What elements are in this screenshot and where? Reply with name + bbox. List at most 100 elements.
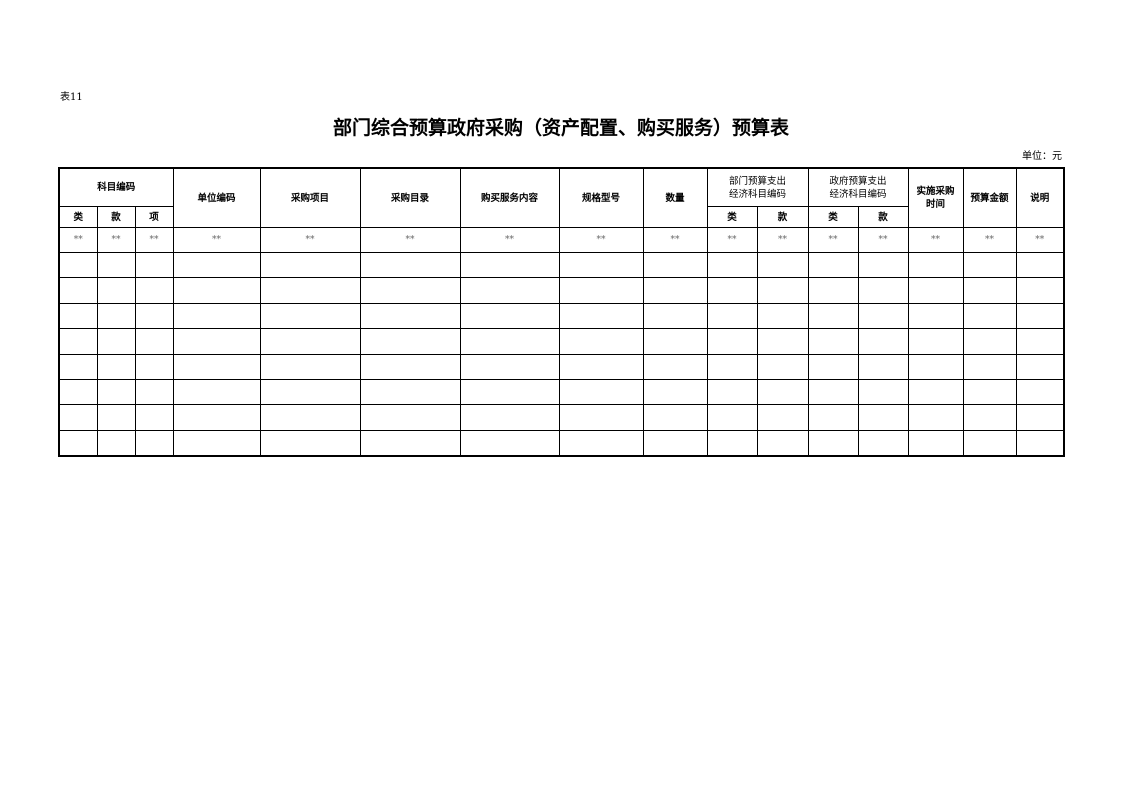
table-cell — [807, 404, 859, 431]
table-cell — [259, 251, 361, 279]
table-cell — [756, 251, 809, 279]
header-dept-econ-code: 部门预算支出 经济科目编码 — [706, 167, 809, 207]
table-cell — [558, 378, 644, 406]
table-cell — [1015, 404, 1065, 431]
table-cell — [459, 404, 560, 431]
table-cell: ** — [706, 227, 758, 253]
table-cell — [359, 302, 461, 330]
table-cell — [1015, 378, 1065, 406]
table-cell — [857, 404, 909, 431]
table-cell — [359, 353, 461, 380]
table-cell — [96, 378, 136, 406]
table-cell — [962, 404, 1017, 431]
table-cell — [706, 378, 758, 406]
table-cell — [459, 302, 560, 330]
table-row — [58, 277, 1065, 304]
table-cell — [134, 277, 174, 304]
table-cell — [807, 429, 859, 457]
table-cell — [172, 404, 261, 431]
table-cell — [259, 277, 361, 304]
table-cell — [962, 378, 1017, 406]
table-cell — [706, 404, 758, 431]
table-cell — [857, 353, 909, 380]
table-cell — [907, 353, 964, 380]
budget-table: 科目编码 单位编码 采购项目 采购目录 购买服务内容 规格型号 数量 部门预算支… — [58, 167, 1066, 458]
table-cell — [706, 429, 758, 457]
table-cell — [58, 378, 98, 406]
table-cell — [1015, 251, 1065, 279]
header-dept-kuan: 款 — [756, 206, 809, 228]
table-cell — [134, 328, 174, 355]
table-cell — [172, 277, 261, 304]
table-cell: ** — [756, 227, 809, 253]
table-cell — [756, 328, 809, 355]
table-cell — [642, 277, 708, 304]
header-purchase-catalog: 采购目录 — [359, 167, 461, 228]
table-cell — [58, 353, 98, 380]
table-cell — [459, 429, 560, 457]
header-gov-kuan: 款 — [857, 206, 909, 228]
table-row — [58, 404, 1065, 431]
table-cell — [907, 429, 964, 457]
table-cell — [706, 302, 758, 330]
table-cell — [1015, 328, 1065, 355]
header-gov-econ-code: 政府预算支出 经济科目编码 — [807, 167, 909, 207]
table-cell — [907, 404, 964, 431]
table-cell — [642, 328, 708, 355]
table-cell — [172, 429, 261, 457]
table-cell — [807, 251, 859, 279]
table-cell — [134, 251, 174, 279]
table-cell — [907, 378, 964, 406]
table-cell — [857, 251, 909, 279]
table-cell — [134, 404, 174, 431]
table-cell — [558, 353, 644, 380]
table-cell — [359, 378, 461, 406]
table-cell — [459, 328, 560, 355]
table-cell — [642, 251, 708, 279]
header-lei: 类 — [58, 206, 98, 228]
table-cell: ** — [1015, 227, 1065, 253]
table-cell — [756, 277, 809, 304]
table-cell — [1015, 429, 1065, 457]
table-cell — [857, 302, 909, 330]
table-cell — [459, 251, 560, 279]
table-cell — [962, 277, 1017, 304]
table-cell: ** — [259, 227, 361, 253]
table-cell: ** — [857, 227, 909, 253]
table-cell — [58, 429, 98, 457]
table-cell: ** — [558, 227, 644, 253]
table-cell — [706, 353, 758, 380]
table-cell — [756, 378, 809, 406]
table-cell — [558, 251, 644, 279]
table-cell: ** — [907, 227, 964, 253]
table-cell — [642, 353, 708, 380]
table-row — [58, 378, 1065, 406]
table-cell — [807, 277, 859, 304]
table-cell — [642, 429, 708, 457]
table-cell — [96, 404, 136, 431]
table-cell — [172, 302, 261, 330]
table-cell — [134, 378, 174, 406]
table-cell — [807, 378, 859, 406]
table-cell — [756, 429, 809, 457]
header-xiang: 项 — [134, 206, 174, 228]
table-cell — [359, 328, 461, 355]
table-cell — [259, 328, 361, 355]
table-cell — [807, 328, 859, 355]
table-cell — [756, 353, 809, 380]
table-cell — [96, 328, 136, 355]
table-cell — [1015, 353, 1065, 380]
table-cell — [172, 328, 261, 355]
table-cell — [459, 378, 560, 406]
table-cell — [172, 378, 261, 406]
table-cell — [96, 302, 136, 330]
table-cell — [907, 328, 964, 355]
header-gov-lei: 类 — [807, 206, 859, 228]
table-cell — [558, 404, 644, 431]
table-cell — [857, 429, 909, 457]
header-spec-model: 规格型号 — [558, 167, 644, 228]
table-cell — [359, 277, 461, 304]
table-cell — [96, 277, 136, 304]
table-cell — [96, 353, 136, 380]
table-cell — [756, 302, 809, 330]
